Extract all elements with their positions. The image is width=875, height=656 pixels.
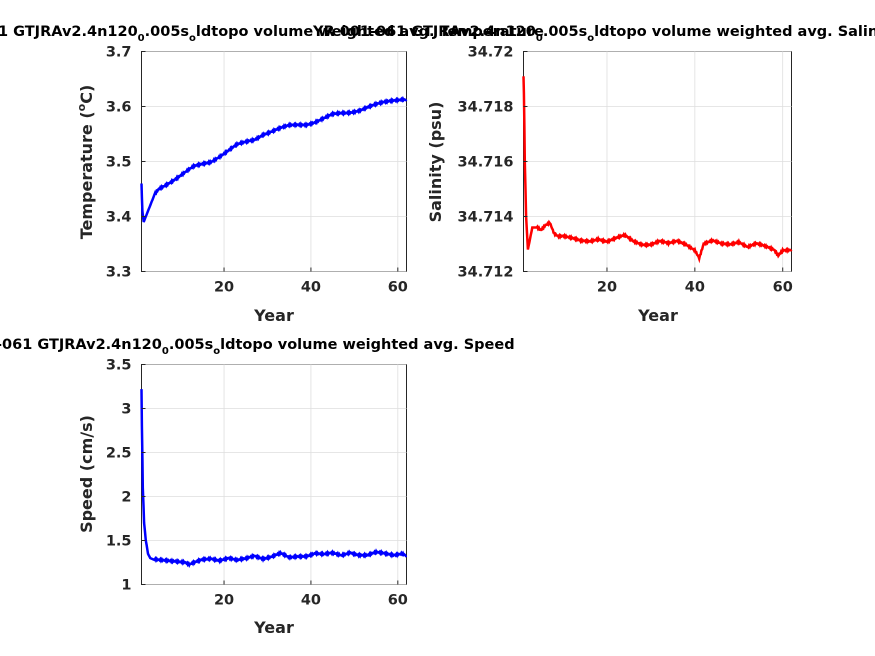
salinity-panel: YR 001-061 GTJRAv2.4n1200.005soldtopo vo… [312, 24, 875, 325]
salinity-x-ticks: 20 40 60 [597, 267, 793, 296]
speed-x-tick-label: 20 [214, 593, 234, 609]
temperature-x-ticks: 20 40 60 [214, 267, 408, 296]
speed-x-ticks: 20 40 60 [214, 580, 408, 609]
salinity-y-tick-label: 34.714 [458, 210, 514, 226]
salinity-y-tick-label: 34.718 [458, 100, 514, 116]
temperature-x-tick-label: 20 [214, 280, 234, 296]
temperature-series-line [140, 95, 408, 223]
temperature-x-tick-label: 60 [388, 280, 408, 296]
temperature-y-tick-label: 3.4 [106, 210, 132, 226]
speed-x-axis-label: Year [253, 618, 294, 637]
speed-grid [141, 364, 407, 585]
speed-series-line [140, 389, 408, 569]
speed-y-axis-label: Speed (cm/s) [77, 415, 96, 533]
speed-y-tick-label: 1 [121, 578, 131, 594]
speed-y-ticks: 1 1.5 2 2.5 3 3.5 [106, 358, 146, 594]
temperature-y-tick-label: 3.3 [106, 265, 132, 281]
temperature-y-tick-label: 3.7 [106, 45, 132, 61]
salinity-x-tick-label: 40 [685, 280, 705, 296]
temperature-x-axis-label: Year [253, 306, 294, 325]
temperature-y-ticks: 3.3 3.4 3.5 3.6 3.7 [106, 45, 146, 281]
salinity-title: YR 001-061 GTJRAv2.4n1200.005soldtopo vo… [312, 24, 875, 44]
speed-plot-area [141, 364, 407, 585]
speed-y-tick-label: 3.5 [106, 358, 132, 374]
temperature-y-tick-label: 3.5 [106, 155, 132, 171]
salinity-y-axis-label: Salinity (psu) [426, 102, 445, 223]
temperature-x-tick-label: 40 [301, 280, 321, 296]
temperature-y-axis-label: Temperature (oC) [75, 85, 96, 240]
salinity-series-line [522, 76, 793, 264]
salinity-grid [523, 51, 792, 272]
temperature-grid [141, 51, 407, 272]
salinity-y-tick-label: 34.712 [458, 265, 514, 281]
salinity-x-axis-label: Year [637, 306, 678, 325]
salinity-x-tick-label: 60 [773, 280, 793, 296]
salinity-y-tick-label: 34.716 [458, 155, 514, 171]
salinity-y-ticks: 34.712 34.714 34.716 34.718 34.72 [458, 45, 528, 281]
salinity-y-tick-label: 34.72 [468, 45, 514, 61]
speed-y-tick-label: 3 [121, 402, 131, 418]
temperature-panel: 1 GTJRAv2.4n1200.005soldtopo volume weig… [0, 24, 544, 325]
speed-x-tick-label: 60 [388, 593, 408, 609]
speed-y-tick-label: 2.5 [106, 446, 132, 462]
speed-title: -061 GTJRAv2.4n1200.005soldtopo volume w… [0, 337, 515, 357]
salinity-x-tick-label: 20 [597, 280, 617, 296]
speed-x-tick-label: 40 [301, 593, 321, 609]
temperature-title: 1 GTJRAv2.4n1200.005soldtopo volume weig… [0, 24, 544, 44]
speed-panel: -061 GTJRAv2.4n1200.005soldtopo volume w… [0, 337, 515, 637]
speed-y-tick-label: 2 [121, 490, 131, 506]
speed-y-tick-label: 1.5 [106, 534, 132, 550]
temperature-y-tick-label: 3.6 [106, 100, 132, 116]
